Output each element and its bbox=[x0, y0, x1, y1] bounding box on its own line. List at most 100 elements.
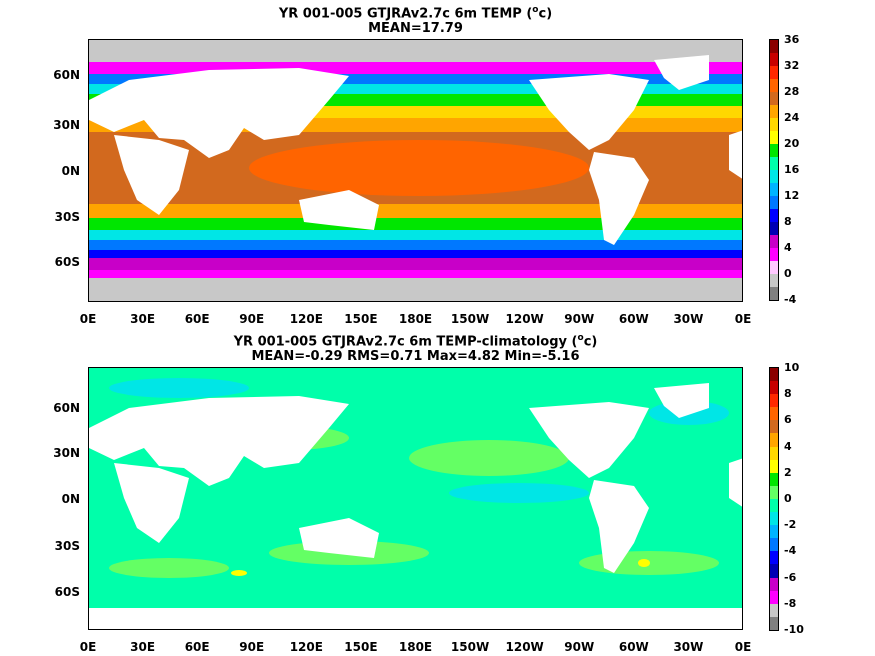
lon-label: 120E bbox=[289, 640, 323, 654]
lat-label: 30N bbox=[53, 118, 80, 132]
panel1-colorbar bbox=[769, 39, 779, 301]
colorbar-tick-label: 24 bbox=[784, 111, 800, 124]
panel1-subtitle: MEAN=17.79 bbox=[368, 21, 463, 37]
panel1-title-unit: c) bbox=[538, 6, 553, 22]
panel1-band bbox=[89, 218, 742, 230]
colorbar-segment bbox=[770, 118, 778, 131]
lat-label: 60S bbox=[54, 255, 80, 269]
panel1-band bbox=[89, 74, 742, 84]
colorbar-segment bbox=[770, 144, 778, 157]
colorbar-segment bbox=[770, 105, 778, 118]
colorbar-tick-label: -4 bbox=[784, 544, 797, 558]
colorbar-tick-label: -8 bbox=[784, 596, 797, 610]
lon-label: 120W bbox=[505, 312, 544, 326]
panel1-antarctica bbox=[89, 278, 742, 301]
colorbar-tick-label: 28 bbox=[784, 85, 800, 98]
colorbar-tick-label: 4 bbox=[784, 241, 792, 254]
lon-label: 0E bbox=[79, 312, 97, 326]
lon-label: 120W bbox=[505, 640, 544, 654]
colorbar-segment bbox=[770, 381, 778, 395]
lat-label: 30S bbox=[54, 539, 80, 553]
colorbar-segment bbox=[770, 433, 778, 447]
colorbar-tick-label: -6 bbox=[784, 570, 797, 584]
colorbar-tick-label: 4 bbox=[784, 439, 792, 453]
colorbar-tick-label: 36 bbox=[784, 33, 800, 46]
colorbar-segment bbox=[770, 420, 778, 434]
lon-label: 30W bbox=[673, 312, 704, 326]
lat-label: 30N bbox=[53, 446, 80, 460]
colorbar-tick-label: 10 bbox=[784, 361, 800, 374]
colorbar-segment bbox=[770, 170, 778, 183]
colorbar-segment bbox=[770, 209, 778, 222]
lon-label: 60E bbox=[184, 312, 210, 326]
lon-label: 180E bbox=[398, 312, 433, 326]
colorbar-tick-label: 0 bbox=[784, 492, 792, 505]
colorbar-segment bbox=[770, 183, 778, 196]
panel1-warm-pool bbox=[249, 140, 589, 196]
colorbar-tick-label: 16 bbox=[784, 163, 800, 176]
colorbar-segment bbox=[770, 590, 778, 604]
lon-label: 30E bbox=[130, 640, 156, 654]
colorbar-tick-label: 2 bbox=[784, 465, 792, 479]
lon-label: 150E bbox=[344, 640, 378, 654]
panel1-band bbox=[89, 270, 742, 278]
colorbar-segment bbox=[770, 196, 778, 209]
colorbar-segment bbox=[770, 79, 778, 92]
panel2-map bbox=[88, 367, 743, 630]
colorbar-segment bbox=[770, 407, 778, 421]
lat-label: 60N bbox=[53, 401, 80, 415]
colorbar-segment bbox=[770, 40, 778, 53]
colorbar-tick-label: 6 bbox=[784, 413, 792, 427]
panel1-band bbox=[89, 84, 742, 94]
panel1-band bbox=[89, 250, 742, 258]
colorbar-segment bbox=[770, 394, 778, 408]
panel2-title-sup: o bbox=[577, 333, 584, 343]
lon-label: 0E bbox=[734, 640, 752, 654]
panel1-map-svg bbox=[89, 40, 742, 301]
colorbar-segment bbox=[770, 368, 778, 382]
lon-label: 0E bbox=[734, 312, 752, 326]
panel2-subtitle: MEAN=-0.29 RMS=0.71 Max=4.82 Min=-5.16 bbox=[251, 349, 580, 365]
panel1-title-line1: YR 001-005 GTJRAv2.7c 6m TEMP ( bbox=[278, 6, 533, 22]
colorbar-tick-label: 32 bbox=[784, 59, 800, 72]
colorbar-tick-label: -4 bbox=[784, 293, 797, 306]
colorbar-segment bbox=[770, 603, 778, 617]
lat-label: 60N bbox=[53, 68, 80, 82]
colorbar-segment bbox=[770, 261, 778, 274]
colorbar-segment bbox=[770, 53, 778, 66]
colorbar-segment bbox=[770, 485, 778, 499]
panel1-title: YR 001-005 GTJRAv2.7c 6m TEMP (oc) MEAN=… bbox=[88, 3, 743, 36]
lon-label: 0E bbox=[79, 640, 97, 654]
lon-label: 180E bbox=[398, 640, 433, 654]
panel1-band bbox=[89, 62, 742, 74]
colorbar-segment bbox=[770, 459, 778, 473]
colorbar-segment bbox=[770, 551, 778, 565]
panel1-title-sup: o bbox=[532, 5, 539, 15]
colorbar-tick-label: 8 bbox=[784, 215, 792, 228]
colorbar-tick-label: 0 bbox=[784, 267, 792, 280]
colorbar-segment bbox=[770, 512, 778, 526]
lon-label: 60W bbox=[618, 640, 649, 654]
colorbar-tick-label: -10 bbox=[784, 623, 804, 636]
colorbar-segment bbox=[770, 472, 778, 486]
lon-label: 150W bbox=[450, 312, 490, 326]
colorbar-tick-label: 20 bbox=[784, 137, 800, 150]
panel1-band bbox=[89, 204, 742, 218]
colorbar-segment bbox=[770, 577, 778, 591]
panel2-title: YR 001-005 GTJRAv2.7c 6m TEMP-climatolog… bbox=[88, 331, 743, 364]
panel1-band bbox=[89, 258, 742, 270]
colorbar-segment bbox=[770, 66, 778, 79]
panel2-antarctica bbox=[89, 608, 742, 629]
colorbar-tick-label: 8 bbox=[784, 387, 792, 401]
lon-label: 30E bbox=[130, 312, 156, 326]
lon-label: 90W bbox=[564, 312, 595, 326]
colorbar-segment bbox=[770, 235, 778, 248]
colorbar-tick-label: 12 bbox=[784, 189, 800, 202]
lon-label: 90W bbox=[564, 640, 595, 654]
panel1-map bbox=[88, 39, 743, 302]
panel2-anomaly-patches bbox=[231, 559, 650, 576]
colorbar-segment bbox=[770, 92, 778, 105]
colorbar-segment bbox=[770, 564, 778, 578]
panel1-land bbox=[89, 55, 742, 245]
lon-label: 90E bbox=[239, 640, 265, 654]
